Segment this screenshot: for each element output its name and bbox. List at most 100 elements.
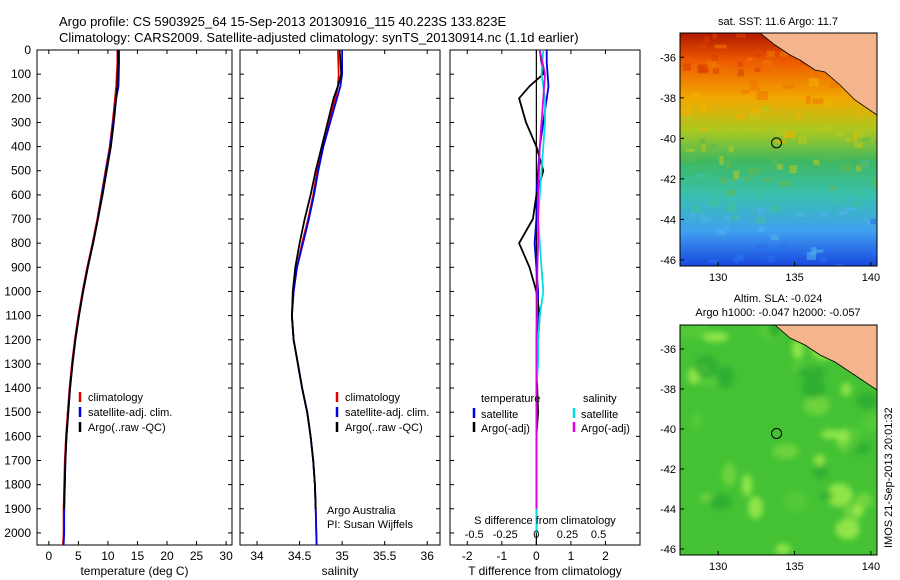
series-line-temperature-2 (63, 50, 119, 509)
sst-pixel (711, 55, 719, 62)
sst-pixel (806, 251, 816, 260)
legend-label: satellite (581, 409, 618, 421)
sst-map-frame (679, 32, 878, 267)
sst-pixel (740, 89, 750, 94)
map-y-tick-label: -40 (660, 133, 676, 145)
x-tick-label: 0 (533, 549, 540, 563)
sst-pixel (812, 98, 825, 105)
salinity-difference-tick-label: 0.5 (591, 529, 606, 541)
sst-pixel (875, 186, 877, 191)
sst-pixel (697, 44, 708, 51)
y-tick-label: 200 (11, 91, 31, 105)
sst-pixel (699, 214, 707, 223)
sst-pixel (755, 217, 766, 224)
sst-pixel (714, 190, 725, 195)
legend-label: climatology (345, 392, 401, 404)
sst-pixel (749, 78, 758, 88)
sst-pixel (737, 61, 744, 68)
x-tick-label: 25 (190, 549, 204, 563)
sst-pixel (729, 215, 739, 221)
sst-pixel (750, 86, 761, 91)
sst-pixel (778, 180, 791, 187)
x-tick-label: 10 (101, 549, 115, 563)
sst-pixel (813, 249, 824, 253)
legend-label: Argo(..raw -QC) (345, 422, 423, 434)
y-tick-label: 1100 (5, 309, 31, 323)
sst-pixel (766, 50, 776, 58)
sst-pixel (682, 63, 691, 71)
y-tick-label: 600 (11, 188, 31, 202)
sst-pixel (862, 137, 870, 142)
sst-pixel (737, 254, 743, 260)
sst-pixel (709, 109, 716, 114)
sla-pixel (797, 365, 826, 380)
sla-pixel (722, 462, 737, 487)
sst-pixel (724, 214, 730, 223)
sst-pixel (866, 220, 872, 225)
sst-pixel (853, 201, 861, 207)
sst-pixel (853, 133, 858, 142)
sst-pixel (695, 173, 707, 179)
x-tick-label: 35 (335, 549, 349, 563)
sst-pixel (819, 257, 827, 263)
sla-pixel (691, 412, 702, 430)
sla-map-frame (679, 324, 878, 556)
map-y-tick-label: -44 (660, 214, 676, 226)
sst-pixel (716, 228, 726, 235)
sla-pixel (716, 366, 735, 388)
sst-pixel (805, 95, 811, 104)
sst-pixel (708, 259, 720, 263)
sla-pixel (821, 429, 841, 439)
map-y-tick-label: -36 (660, 52, 676, 64)
sla-pixel (772, 443, 799, 459)
sst-pixel (698, 64, 709, 73)
annotation-text: Argo Australia (327, 505, 396, 517)
series-line-salinity-2 (290, 49, 343, 509)
y-tick-label: 900 (11, 260, 31, 274)
legend-label: climatology (88, 392, 144, 404)
sst-pixel (854, 129, 865, 138)
sst-pixel (747, 168, 759, 175)
sst-map-axes: -36 -38 -40 -42 -44 -46 130 135 140 (660, 52, 880, 284)
sst-pixel (754, 67, 761, 73)
y-tick-label: 100 (11, 67, 31, 81)
sst-pixel (834, 132, 845, 137)
sla-pixel (819, 490, 834, 501)
sst-pixel (822, 125, 832, 133)
sla-map-panel: Altim. SLA: -0.024 Argo h1000: -0.047 h2… (660, 293, 880, 573)
sst-pixel (813, 159, 820, 165)
sst-pixel (826, 155, 836, 162)
sst-pixel (789, 165, 797, 174)
map-x-tick-label: 135 (785, 561, 803, 573)
y-tick-label: 800 (11, 236, 31, 250)
sst-pixel (757, 207, 766, 214)
sst-pixel (712, 33, 718, 39)
figure-title-line1: Argo profile: CS 5903925_64 15-Sep-2013 … (59, 14, 507, 29)
y-tick-label: 400 (11, 140, 31, 154)
sst-pixel (778, 244, 786, 253)
sst-pixel (697, 104, 707, 113)
map-x-tick-label: 140 (862, 561, 880, 573)
sla-map-axes: -36 -38 -40 -42 -44 -46 130 135 140 (660, 344, 880, 573)
sst-pixel (875, 139, 877, 146)
x-axis-label: salinity (322, 564, 359, 578)
sst-pixel (776, 128, 788, 136)
y-tick-label: 1000 (4, 284, 31, 298)
x-tick-label: 35.5 (373, 549, 397, 563)
y-tick-label: 1600 (4, 429, 31, 443)
annotation-text: PI: Susan Wijffels (327, 519, 413, 531)
legend-heading: temperature (481, 393, 540, 405)
y-tick-label: 1200 (4, 333, 31, 347)
sst-pixel (840, 163, 851, 172)
sla-pixel (839, 440, 859, 452)
sst-pixel (711, 64, 721, 68)
sst-pixel (782, 85, 794, 90)
sla-pixel (855, 392, 877, 410)
sst-pixel (756, 91, 768, 100)
legend-label: Argo(-adj) (581, 423, 630, 435)
sla-pixel (748, 496, 763, 519)
sst-argo-marker (771, 137, 783, 149)
sst-pixel (747, 57, 753, 61)
sst-pixel (762, 59, 772, 66)
